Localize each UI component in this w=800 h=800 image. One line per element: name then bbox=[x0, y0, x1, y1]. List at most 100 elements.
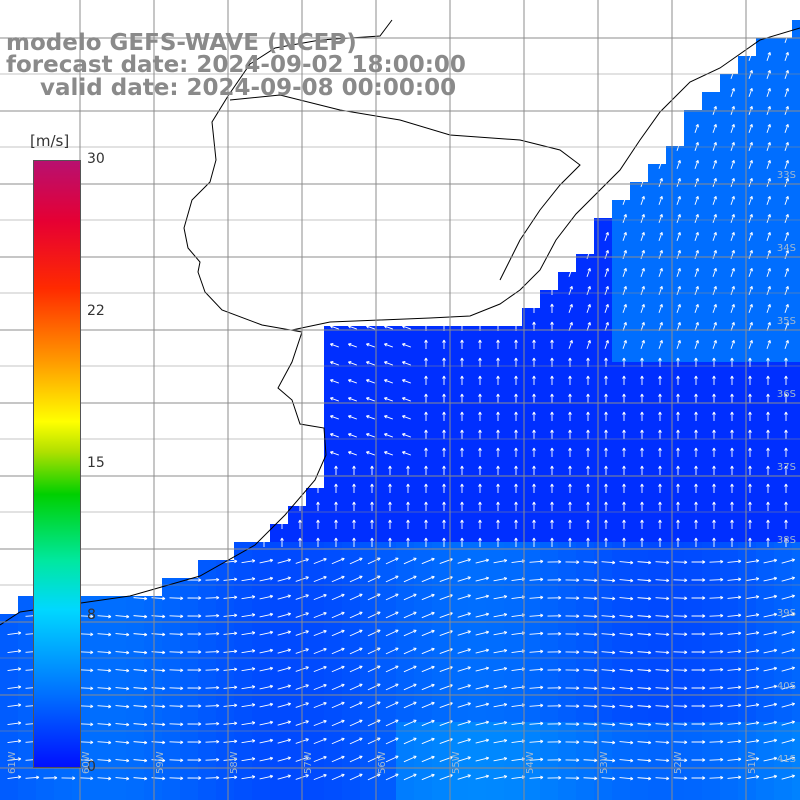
wind-arrow bbox=[424, 537, 428, 547]
wind-arrow bbox=[475, 648, 490, 654]
wind-arrow bbox=[694, 411, 698, 421]
ocean-cell bbox=[378, 632, 397, 651]
wind-arrow bbox=[784, 268, 789, 277]
ocean-cell bbox=[540, 776, 559, 795]
ocean-cell bbox=[360, 488, 379, 507]
wind-arrow bbox=[493, 594, 508, 600]
wind-arrow bbox=[658, 537, 662, 547]
wind-arrow bbox=[730, 268, 735, 277]
ocean-cell bbox=[432, 614, 451, 633]
wind-arrow bbox=[331, 593, 345, 601]
ocean-cell bbox=[774, 614, 793, 633]
wind-arrow bbox=[676, 178, 681, 187]
wind-arrow bbox=[406, 465, 410, 475]
ocean-cell bbox=[774, 578, 793, 597]
ocean-cell bbox=[612, 578, 631, 597]
ocean-cell bbox=[558, 452, 577, 471]
wind-arrow bbox=[730, 411, 734, 421]
ocean-cell bbox=[684, 236, 703, 255]
ocean-cell bbox=[720, 560, 739, 579]
wind-arrow bbox=[457, 648, 471, 654]
wind-arrow bbox=[384, 415, 393, 420]
wind-arrow bbox=[442, 393, 446, 403]
ocean-cell bbox=[558, 416, 577, 435]
ocean-cell bbox=[504, 740, 523, 759]
ocean-cell bbox=[738, 542, 757, 561]
wind-arrow bbox=[460, 411, 464, 421]
wind-arrow bbox=[7, 667, 22, 672]
wind-arrow bbox=[586, 357, 590, 367]
wind-arrow bbox=[622, 286, 627, 295]
ocean-cell bbox=[450, 416, 469, 435]
wind-arrow bbox=[586, 483, 590, 493]
wind-arrow bbox=[622, 268, 627, 277]
ocean-cell bbox=[720, 272, 739, 291]
wind-arrow bbox=[241, 667, 256, 672]
ocean-cell bbox=[630, 596, 649, 615]
ocean-cell bbox=[450, 470, 469, 489]
wind-arrow bbox=[187, 686, 202, 690]
ocean-cell bbox=[468, 776, 487, 795]
latitude-label: 36S bbox=[776, 389, 796, 400]
ocean-cell bbox=[522, 488, 541, 507]
wind-arrow bbox=[784, 393, 788, 403]
ocean-cell bbox=[522, 470, 541, 489]
ocean-cell bbox=[666, 254, 685, 273]
wind-arrow bbox=[205, 631, 220, 636]
ocean-cell bbox=[792, 452, 800, 471]
ocean-cell bbox=[702, 578, 721, 597]
ocean-cell bbox=[450, 506, 469, 525]
wind-arrow bbox=[388, 519, 392, 529]
wind-arrow bbox=[550, 429, 554, 439]
ocean-cell bbox=[468, 344, 487, 363]
wind-arrow bbox=[619, 650, 634, 655]
ocean-cell bbox=[648, 326, 667, 345]
ocean-cell bbox=[126, 794, 145, 800]
ocean-cell bbox=[90, 650, 109, 669]
ocean-cell bbox=[342, 470, 361, 489]
ocean-cell bbox=[108, 740, 127, 759]
wind-arrow bbox=[601, 632, 616, 637]
wind-arrow bbox=[640, 178, 645, 187]
ocean-cell bbox=[270, 776, 289, 795]
ocean-cell bbox=[414, 452, 433, 471]
ocean-cell bbox=[342, 740, 361, 759]
ocean-cell bbox=[594, 578, 613, 597]
ocean-cell bbox=[756, 398, 775, 417]
wind-arrow bbox=[694, 178, 699, 187]
ocean-cell bbox=[630, 236, 649, 255]
ocean-cell bbox=[756, 578, 775, 597]
ocean-cell bbox=[108, 596, 127, 615]
ocean-cell bbox=[666, 146, 685, 165]
ocean-cell bbox=[378, 650, 397, 669]
ocean-cell bbox=[756, 344, 775, 363]
ocean-cell bbox=[738, 416, 757, 435]
ocean-cell bbox=[630, 362, 649, 381]
wind-arrow bbox=[496, 393, 500, 403]
wind-arrow bbox=[748, 232, 753, 241]
wind-arrow bbox=[348, 415, 357, 420]
ocean-cell bbox=[594, 362, 613, 381]
ocean-cell bbox=[396, 596, 415, 615]
ocean-cell bbox=[504, 758, 523, 777]
wind-arrow bbox=[493, 558, 508, 564]
wind-arrow bbox=[655, 632, 670, 637]
wind-arrow bbox=[691, 650, 706, 654]
ocean-cell bbox=[702, 200, 721, 219]
ocean-cell bbox=[522, 362, 541, 381]
wind-arrow bbox=[568, 393, 572, 403]
wind-arrow bbox=[565, 596, 580, 600]
ocean-cell bbox=[432, 452, 451, 471]
ocean-cell bbox=[396, 470, 415, 489]
ocean-cell bbox=[342, 596, 361, 615]
ocean-cell bbox=[216, 776, 235, 795]
ocean-cell bbox=[576, 614, 595, 633]
ocean-cell bbox=[306, 578, 325, 597]
ocean-cell bbox=[720, 578, 739, 597]
wind-arrow bbox=[586, 537, 590, 547]
ocean-cell bbox=[324, 632, 343, 651]
wind-arrow bbox=[330, 343, 339, 348]
ocean-cell bbox=[684, 488, 703, 507]
ocean-cell bbox=[756, 650, 775, 669]
ocean-cell bbox=[594, 452, 613, 471]
